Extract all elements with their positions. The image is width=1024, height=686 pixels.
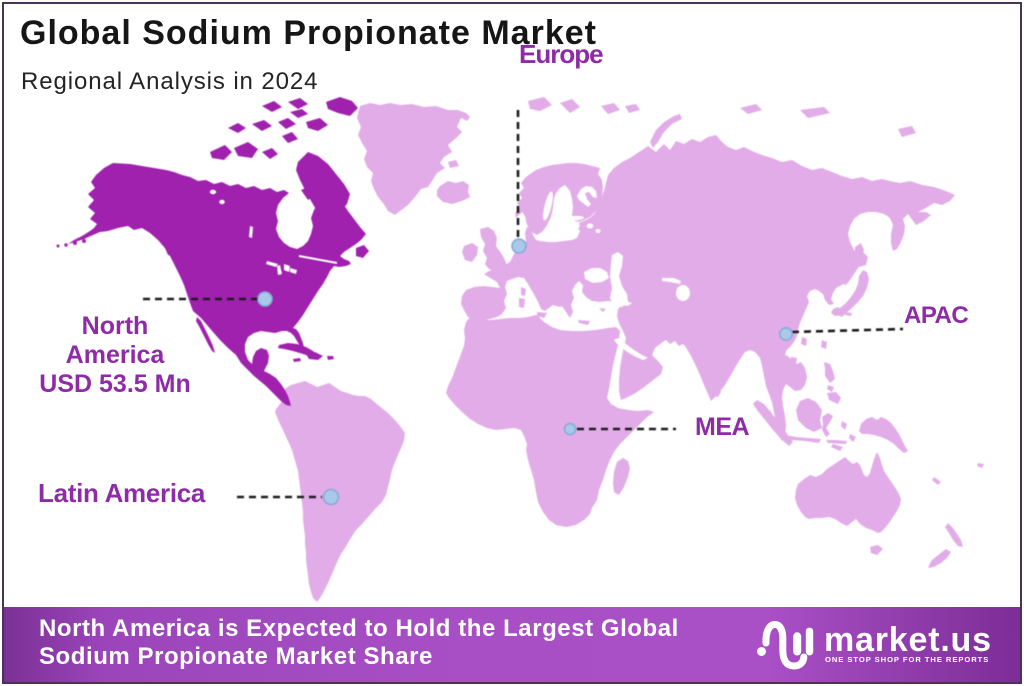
svg-text:market.us: market.us	[824, 621, 992, 659]
svg-text:ONE STOP SHOP FOR THE REPORTS: ONE STOP SHOP FOR THE REPORTS	[825, 655, 989, 664]
